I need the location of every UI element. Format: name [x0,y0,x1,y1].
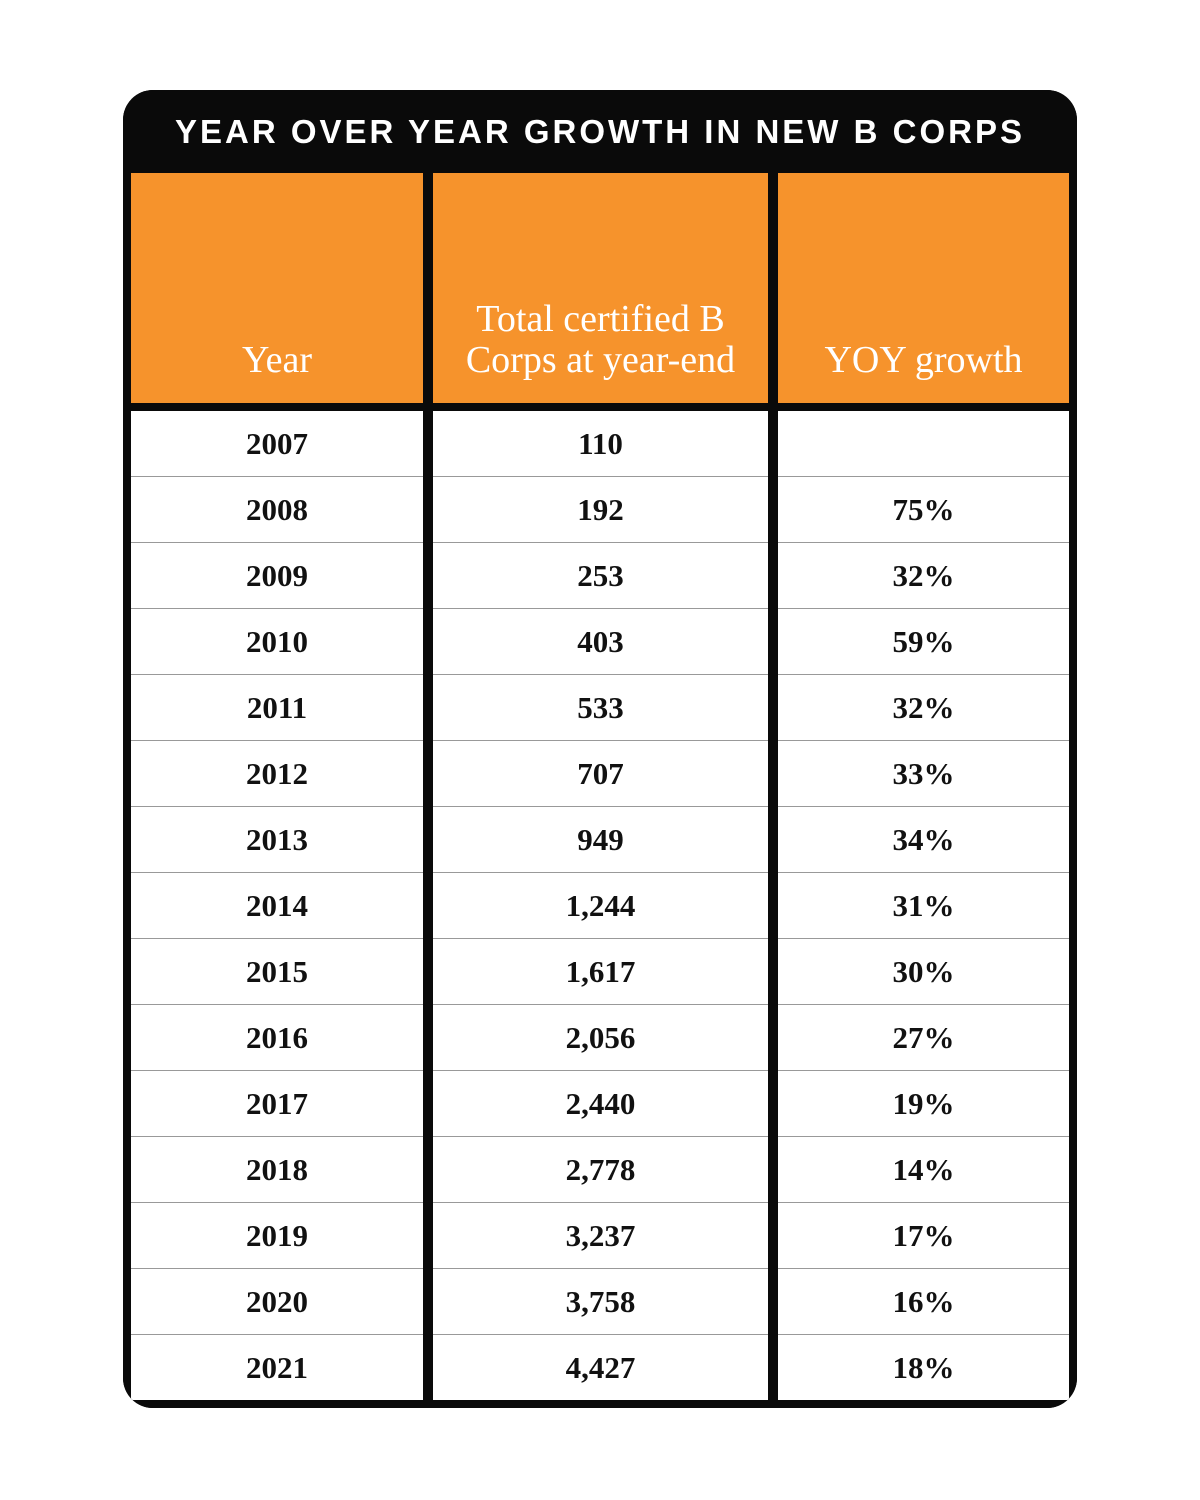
table-cell-total: 1,617 [433,938,768,1004]
table-cell-year: 2017 [131,1070,423,1136]
table-header-row: Year Total certified B Corps at year-end… [123,173,1077,403]
table-cell-year: 2014 [131,872,423,938]
table-cell-total: 949 [433,806,768,872]
table-cell-yoy: 34% [778,806,1069,872]
table-cell-year: 2010 [131,608,423,674]
column-header-total-label: Total certified B Corps at year-end [465,297,736,381]
table-cell-total: 3,758 [433,1268,768,1334]
table-cell-total: 110 [578,425,623,461]
table-cell-year: 2015 [131,938,423,1004]
table-title-bar: YEAR OVER YEAR GROWTH IN NEW B CORPS [123,90,1077,173]
table-cell-year: 2016 [131,1004,423,1070]
column-header-total: Total certified B Corps at year-end [433,173,768,403]
table-cell-yoy: 27% [778,1004,1069,1070]
table-cell-yoy: 75% [778,476,1069,542]
table-cell-year: 2007 [246,425,308,461]
table-cell-yoy: 16% [778,1268,1069,1334]
table-cell-yoy: 33% [778,740,1069,806]
growth-table-card: YEAR OVER YEAR GROWTH IN NEW B CORPS Yea… [123,90,1077,1408]
table-cell-total: 2,440 [433,1070,768,1136]
table-cell-total: 533 [433,674,768,740]
table-cell-yoy: 32% [778,674,1069,740]
table-cell-total: 4,427 [433,1334,768,1400]
table-cell-total: 403 [433,608,768,674]
table-cell-year: 2013 [131,806,423,872]
total-column: 110 192 253 403 533 707 949 1,244 1,617 2,056 2,44… [433,411,768,1400]
table-cell-yoy [778,411,1069,476]
table-cell-total: 192 [433,476,768,542]
column-header-yoy: YOY growth [778,173,1069,403]
table-cell-total: 3,237 [433,1202,768,1268]
column-header-year: Year [131,173,423,403]
table-cell-total: 2,778 [433,1136,768,1202]
table-cell-yoy: 32% [778,542,1069,608]
table-cell-yoy: 17% [778,1202,1069,1268]
table-cell-yoy: 19% [778,1070,1069,1136]
table-cell-total: 707 [433,740,768,806]
year-column: 2007 2008 2009 2010 2011 2012 2013 2014 2015 2016… [131,411,423,1400]
table-cell-year: 2019 [131,1202,423,1268]
table-cell-year: 2012 [131,740,423,806]
table-title: YEAR OVER YEAR GROWTH IN NEW B CORPS [175,112,1025,150]
table-cell-year: 2008 [131,476,423,542]
table-cell-year: 2011 [131,674,423,740]
table-cell-year: 2021 [131,1334,423,1400]
table-cell-year: 2018 [131,1136,423,1202]
yoy-column: 75% 32% 59% 32% 33% 34% 31% 30% 27% 19% 14% 17% 16% 1… [778,411,1069,1400]
column-header-yoy-label: YOY growth [824,338,1023,381]
table-cell-yoy: 14% [778,1136,1069,1202]
table-cell-yoy: 18% [778,1334,1069,1400]
table-cell-total: 2,056 [433,1004,768,1070]
table-cell-total: 253 [433,542,768,608]
table-cell-yoy: 59% [778,608,1069,674]
table-cell-year: 2020 [131,1268,423,1334]
table-cell-total: 1,244 [433,872,768,938]
table-body: 2007 2008 2009 2010 2011 2012 2013 2014 2015 2016… [123,411,1077,1408]
header-body-divider [123,403,1077,411]
table-cell-yoy: 30% [778,938,1069,1004]
table-cell-yoy: 31% [778,872,1069,938]
column-header-year-label: Year [241,338,313,381]
table-cell-year: 2009 [131,542,423,608]
